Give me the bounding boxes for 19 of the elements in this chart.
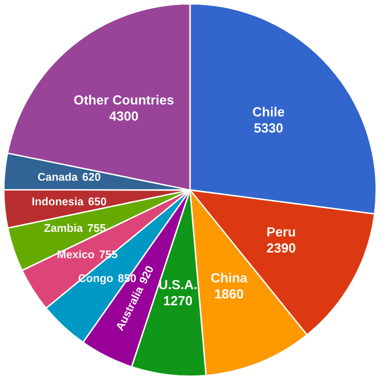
data-label: 1270 [164,296,192,306]
slice-label: Other Countries [74,94,174,105]
data-label: 5330 [254,123,283,133]
slice-label: U.S.A. [159,280,196,290]
slice-label: Indonesia [32,197,84,206]
slice-label: Mexico [58,250,94,258]
data-label: 4300 [109,111,138,121]
data-label: 1860 [215,289,244,299]
slice-label: Canada [38,172,78,181]
slice-label: Peru [267,227,295,237]
data-label: 755 [88,224,106,232]
data-label: 650 [88,198,106,206]
data-label: 920 [138,265,154,284]
slice-label: Zambia [44,224,83,232]
slice-label: China [211,272,248,282]
slice-label: Chile [252,106,284,117]
data-label: 2390 [266,243,296,253]
data-label: 850 [118,274,136,282]
data-label: 620 [82,172,100,181]
